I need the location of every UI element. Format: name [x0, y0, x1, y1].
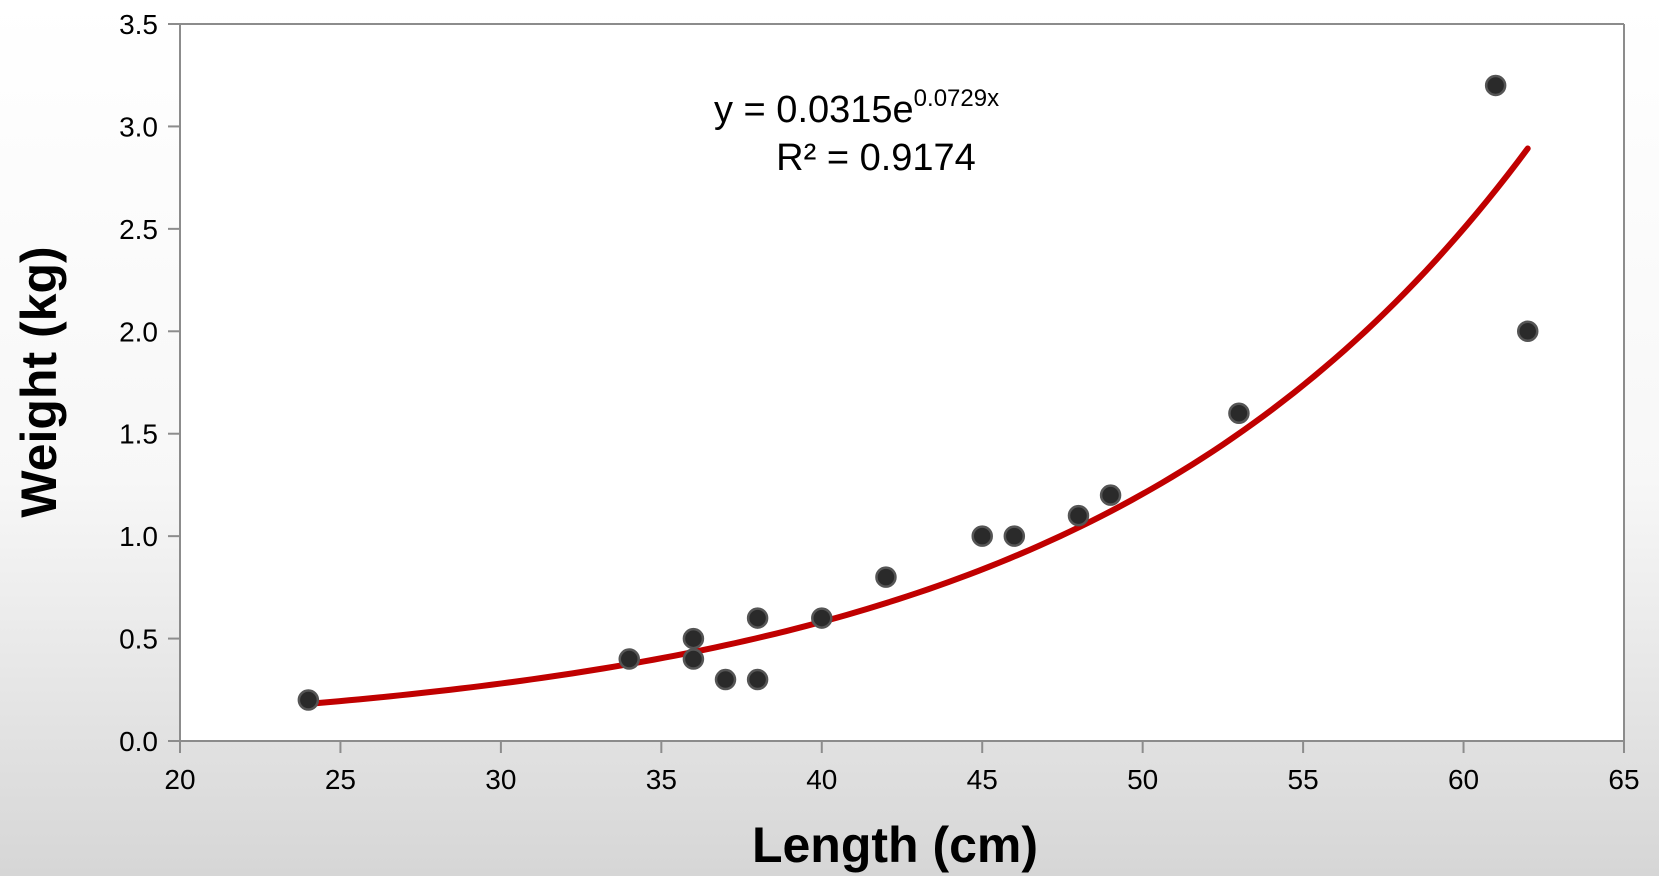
data-point [714, 668, 737, 691]
data-point [971, 525, 993, 547]
y-axis-title: Weight (kg) [11, 246, 67, 517]
x-tick-label: 60 [1448, 764, 1479, 795]
trendline-equation-main: y = 0.0315e [714, 89, 914, 131]
y-tick-label: 3.0 [119, 111, 158, 142]
x-tick-label: 40 [806, 764, 837, 795]
plot-background [180, 24, 1624, 741]
data-point [618, 648, 640, 670]
data-point [746, 668, 769, 691]
data-point [297, 689, 320, 711]
x-tick-label: 55 [1288, 764, 1319, 795]
x-axis-title: Length (cm) [752, 817, 1038, 873]
x-tick-label: 65 [1608, 764, 1639, 795]
y-tick-label: 0.5 [119, 624, 158, 655]
y-tick-label: 0.0 [119, 726, 158, 757]
x-tick-label: 30 [485, 764, 516, 795]
points-layer [297, 74, 1539, 711]
data-point [1228, 402, 1250, 424]
data-point [811, 607, 833, 629]
x-tick-label: 20 [164, 764, 195, 795]
data-point [1067, 504, 1090, 527]
data-point [1003, 525, 1026, 547]
trendline-equation-exponent: 0.0729x [914, 85, 999, 112]
x-tick-label: 25 [325, 764, 356, 795]
exponential-trendline [305, 145, 1531, 707]
y-tick-label: 2.0 [119, 316, 158, 347]
data-point [1484, 74, 1507, 97]
data-point [1516, 320, 1539, 343]
data-point [875, 566, 897, 588]
trendline-layer [305, 145, 1531, 707]
x-tick-label: 50 [1127, 764, 1158, 795]
y-tick-label: 1.5 [119, 419, 158, 450]
plot-area [180, 23, 1625, 741]
x-axis: 20 25 30 35 40 45 50 55 60 65 [164, 740, 1640, 795]
data-point [1099, 484, 1122, 506]
x-tick-label: 35 [646, 764, 677, 795]
x-tick-label: 45 [967, 764, 998, 795]
trendline-equation: y = 0.0315e0.0729x [714, 85, 999, 131]
r-squared-label: R² = 0.9174 [776, 137, 976, 179]
y-tick-label: 3.5 [119, 9, 158, 40]
data-point [682, 648, 705, 670]
y-tick-label: 1.0 [119, 521, 158, 552]
data-point [682, 627, 705, 650]
y-axis: 0.0 0.5 1.0 1.5 2.0 2.5 3.0 3.5 [119, 9, 181, 757]
y-tick-label: 2.5 [119, 214, 158, 245]
data-point [746, 607, 769, 629]
